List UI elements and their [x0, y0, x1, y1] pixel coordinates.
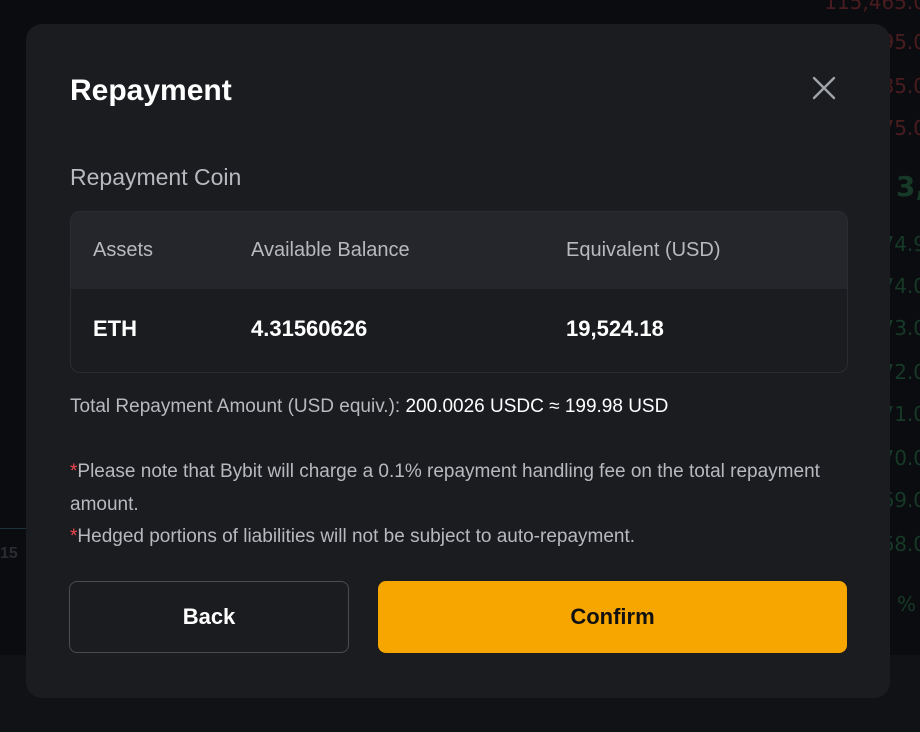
note-text: Hedged portions of liabilities will not …	[77, 526, 636, 547]
total-value: 200.0026 USDC ≈ 199.98 USD	[405, 396, 669, 417]
total-label: Total Repayment Amount (USD equiv.):	[70, 396, 401, 417]
section-label: Repayment Coin	[70, 164, 242, 190]
asset-cell: ETH	[93, 316, 137, 341]
balance-cell: 4.31560626	[251, 316, 368, 341]
hedge-note: *Hedged portions of liabilities will not…	[70, 520, 850, 553]
last-price: 3,	[895, 170, 920, 203]
column-header-equivalent: Equivalent (USD)	[566, 239, 721, 261]
asterisk: *	[70, 526, 78, 547]
repayment-modal: Repayment Repayment Coin Assets Availabl…	[26, 24, 890, 698]
equivalent-cell: 19,524.18	[566, 316, 664, 341]
percent-indicator: %	[896, 592, 916, 616]
background-divider	[0, 528, 26, 529]
price-level: 115,465.0	[824, 0, 920, 14]
fee-note: *Please note that Bybit will charge a 0.…	[70, 455, 850, 521]
asterisk: *	[70, 461, 78, 482]
confirm-button[interactable]: Confirm	[378, 581, 847, 653]
column-header-assets: Assets	[93, 239, 154, 261]
column-header-balance: Available Balance	[251, 239, 410, 261]
total-repayment: Total Repayment Amount (USD equiv.): 200…	[70, 396, 668, 418]
repayment-coin-table: Assets Available Balance Equivalent (USD…	[70, 211, 848, 373]
back-button[interactable]: Back	[69, 581, 349, 653]
background-label: 15	[0, 545, 18, 562]
note-text: Please note that Bybit will charge a 0.1…	[70, 461, 820, 515]
close-icon[interactable]	[812, 76, 836, 100]
table-header: Assets Available Balance Equivalent (USD…	[71, 212, 847, 289]
modal-title: Repayment	[70, 74, 232, 107]
